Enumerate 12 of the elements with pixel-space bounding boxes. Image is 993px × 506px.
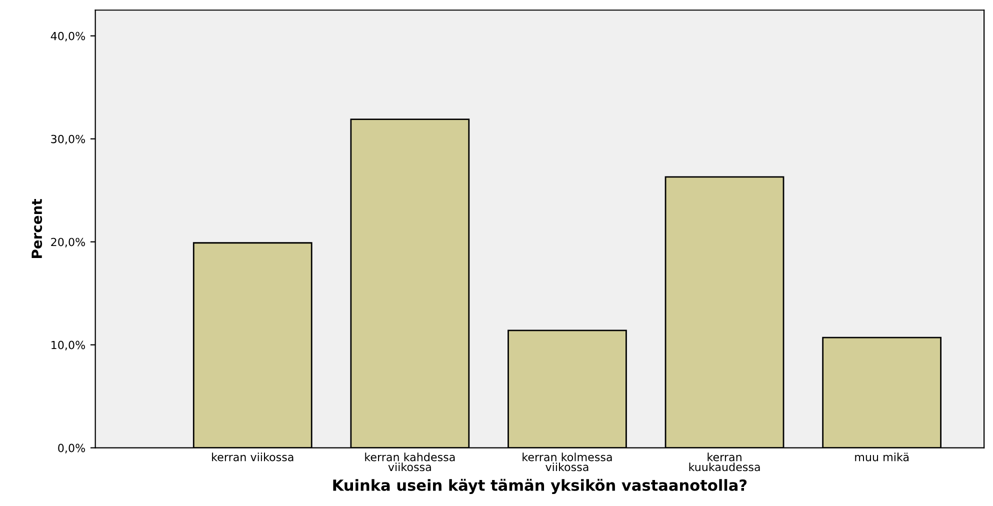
y-axis-title: Percent: [32, 198, 42, 258]
y-tick-label: 20,0%: [51, 238, 85, 248]
x-tick-label: kerran viikossa: [212, 452, 294, 462]
x-axis-title: Kuinka usein käyt tämän yksikön vastaanotolla?: [333, 478, 747, 494]
y-tick-label: 30,0%: [51, 134, 85, 144]
y-tick-label: 40,0%: [50, 32, 85, 42]
y-tick-label: 10,0%: [52, 340, 85, 350]
x-tick-label: kerran kolmessa viikossa: [522, 452, 612, 472]
x-tick-label: muu mikä: [855, 452, 909, 462]
y-tick-label: 0,0%: [58, 444, 85, 454]
x-tick-label: kerran kahdessa viikossa: [365, 452, 455, 472]
x-tick-label: kerran kuukaudessa: [689, 452, 760, 472]
